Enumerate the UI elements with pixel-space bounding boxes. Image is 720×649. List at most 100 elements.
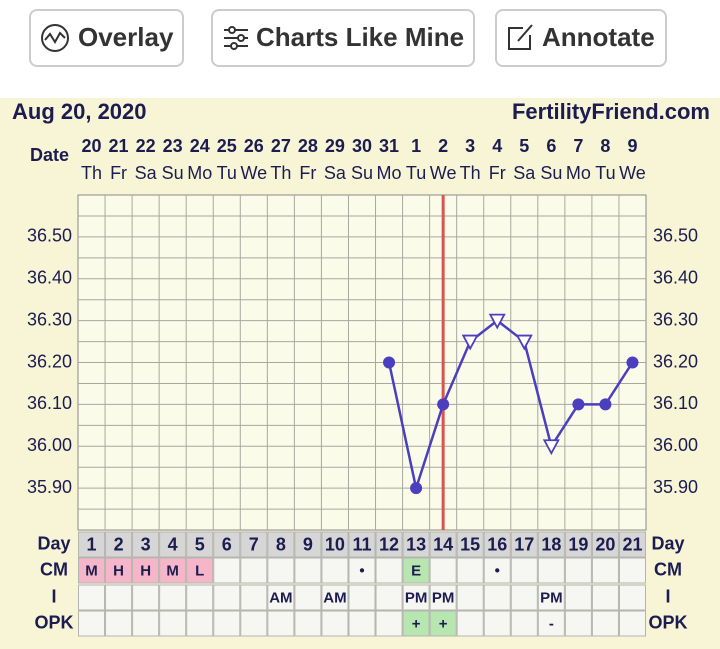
x-axis-label: Date: [30, 145, 69, 165]
button-label: Charts Like Mine: [256, 22, 464, 52]
annotate-button[interactable]: Annotate: [495, 9, 667, 67]
y-tick-label: 36.50: [27, 226, 72, 246]
table-cell: [537, 557, 565, 584]
table-cell: [267, 610, 295, 637]
cell-text: PM: [432, 589, 455, 606]
row-label-right: OPK: [648, 612, 687, 632]
weekday-label: We: [240, 163, 267, 183]
weekday-label: Tu: [595, 163, 615, 183]
table-cell: [294, 584, 322, 611]
cell-text: M: [85, 562, 98, 579]
cell-text: L: [195, 562, 204, 579]
cell-text: •: [495, 562, 500, 579]
cell-text: E: [411, 562, 421, 579]
cell-text: 8: [276, 534, 286, 554]
table-cell: [186, 557, 214, 584]
cell-text: 10: [325, 534, 345, 554]
cell-text: 19: [568, 534, 588, 554]
y-tick-label: 36.00: [27, 435, 72, 455]
table-cell: [132, 584, 160, 611]
weekday-label: Fr: [299, 163, 316, 183]
y-tick-label: 35.90: [27, 477, 72, 497]
table-cell: [537, 531, 565, 558]
table-cell: [348, 610, 376, 637]
table-cell: [375, 557, 403, 584]
table-cell: [510, 610, 538, 637]
overlay-button[interactable]: Overlay: [29, 9, 184, 67]
x-tick-label: 22: [136, 136, 156, 156]
chart-title: Aug 20, 2020: [12, 99, 147, 124]
button-label: Annotate: [542, 22, 655, 52]
table-cell: [456, 531, 484, 558]
table-cell: [402, 531, 430, 558]
weekday-label: Fr: [110, 163, 127, 183]
cell-text: •: [359, 562, 364, 579]
x-tick-label: 26: [244, 136, 264, 156]
weekday-label: Su: [162, 163, 184, 183]
table-cell: [321, 557, 349, 584]
table-cell: [618, 610, 647, 637]
table-cell: [375, 610, 403, 637]
row-label: CM: [40, 559, 68, 579]
x-tick-label: 4: [492, 136, 502, 156]
x-tick-label: 29: [325, 136, 345, 156]
table-cell: [402, 584, 430, 611]
x-tick-label: 21: [109, 136, 129, 156]
table-cell: [240, 557, 268, 584]
table-cell: [105, 610, 133, 637]
table-cell: [240, 610, 268, 637]
table-cell: [429, 557, 457, 584]
data-point: [437, 398, 450, 411]
cell-text: PM: [540, 589, 563, 606]
table-cell: [483, 610, 511, 637]
cell-text: 11: [352, 534, 371, 554]
table-cell: [402, 610, 430, 637]
table-cell: [429, 584, 457, 611]
button-icon: [237, 34, 245, 42]
table-cell: [105, 557, 133, 584]
table-cell: [510, 557, 538, 584]
table-cell: [564, 557, 592, 584]
cell-text: PM: [405, 589, 428, 606]
table-cell: [429, 531, 457, 558]
button-icon: [230, 42, 238, 50]
row-label: OPK: [34, 612, 73, 632]
x-tick-label: 27: [271, 136, 291, 156]
table-cell: [294, 610, 322, 637]
table-cell: [186, 584, 214, 611]
y-tick-label: 36.40: [27, 268, 72, 288]
button-frame: [211, 9, 475, 67]
cell-text: 15: [460, 534, 480, 554]
weekday-label: Sa: [513, 163, 536, 183]
cell-text: 9: [303, 534, 313, 554]
weekday-label: Sa: [135, 163, 158, 183]
x-tick-label: 1: [411, 136, 421, 156]
table-cell: [618, 584, 647, 611]
table-cell: [456, 610, 484, 637]
x-tick-label: 24: [190, 136, 210, 156]
button-icon: [508, 24, 533, 50]
cell-text: -: [549, 615, 554, 632]
cell-text: 3: [141, 534, 151, 554]
cell-text: 18: [541, 534, 561, 554]
charts-like-mine-button[interactable]: Charts Like Mine: [211, 9, 475, 67]
table-cell: [564, 531, 592, 558]
cell-text: 7: [249, 534, 259, 554]
data-point: [383, 356, 396, 369]
chart-subtitle: FertilityFriend.com: [512, 99, 710, 124]
row-label: I: [51, 586, 56, 606]
y-tick-label: 36.10: [27, 393, 72, 413]
weekday-label: Th: [81, 163, 102, 183]
table-cell: [132, 610, 160, 637]
table-cell: [213, 610, 241, 637]
table-cell: [456, 557, 484, 584]
table-cell: [213, 584, 241, 611]
table-cell: [159, 610, 187, 637]
y-tick-label-right: 36.10: [653, 393, 698, 413]
table-cell: [375, 531, 403, 558]
table-cell: [213, 557, 241, 584]
table-cell: [294, 557, 322, 584]
table-cell: [186, 610, 214, 637]
y-tick-label-right: 36.30: [653, 309, 698, 329]
